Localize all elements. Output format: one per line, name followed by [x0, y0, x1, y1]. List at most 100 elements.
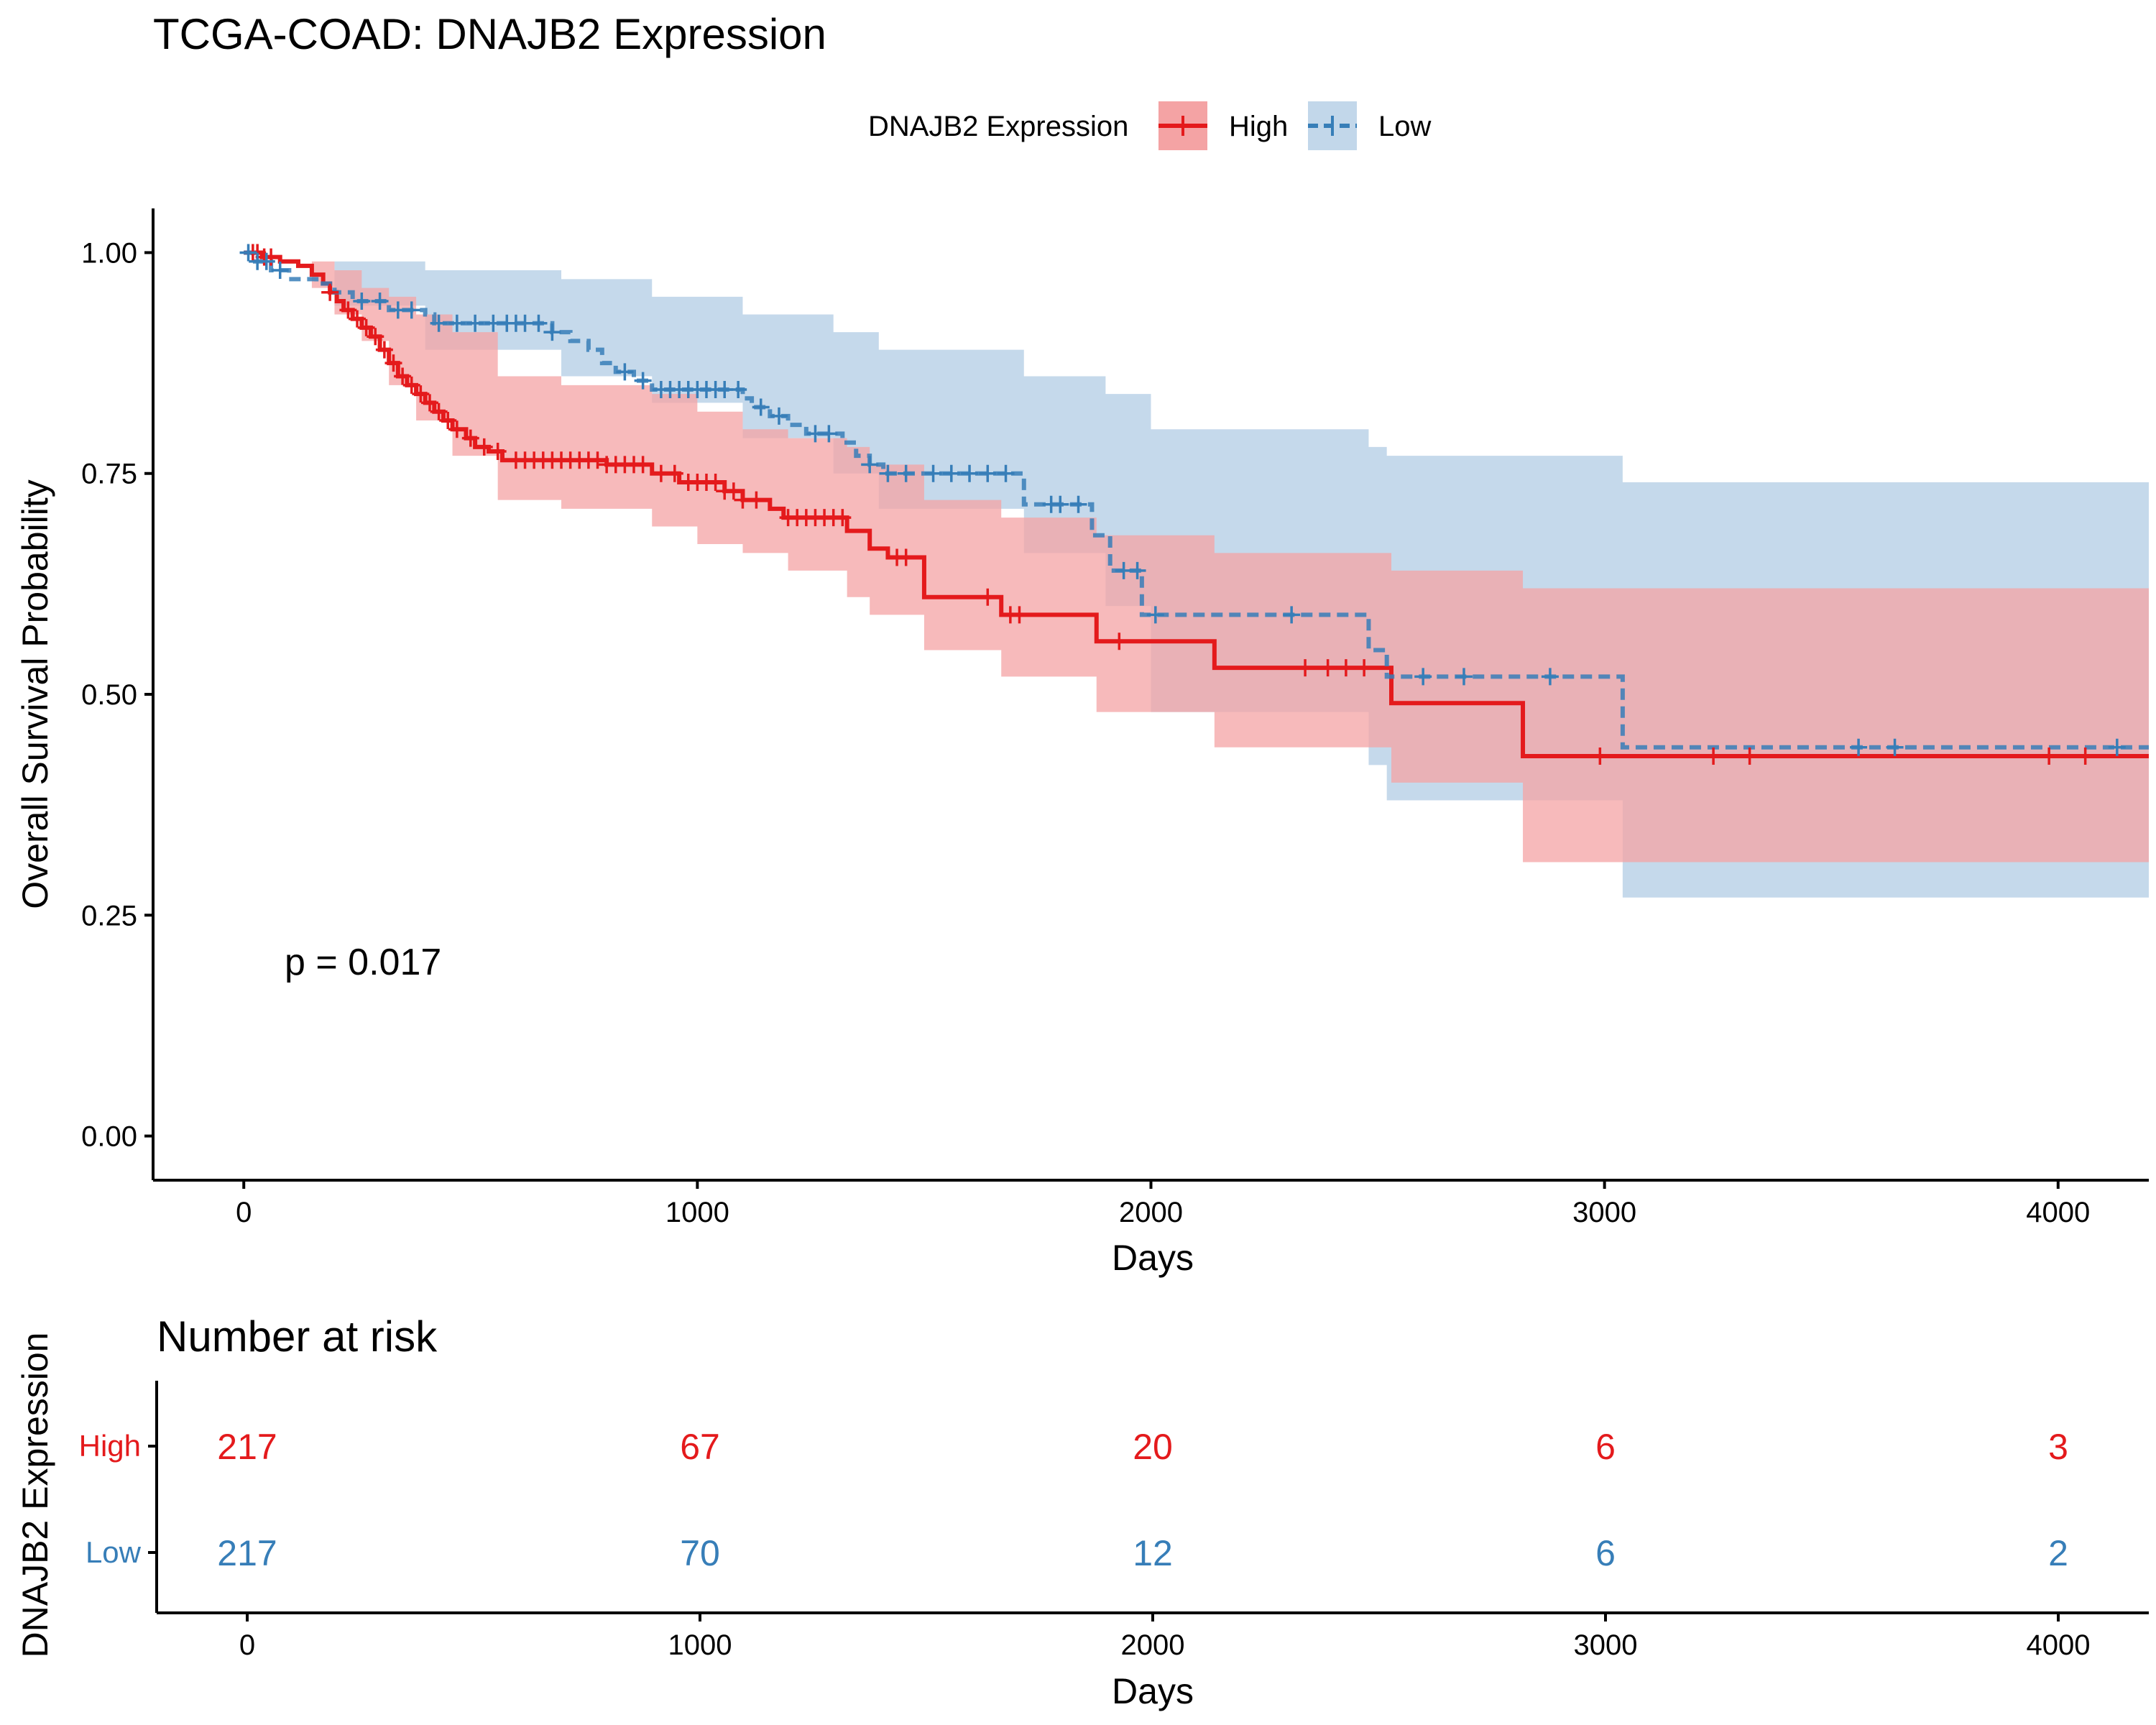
censor-mark-high	[384, 354, 402, 372]
km-plot: 0.00 0.25 0.50 0.75 1.00 0 1000 2000 3000 4000 D…	[15, 208, 2149, 1278]
risk-x-tick-label: 1000	[668, 1629, 732, 1661]
risk-count-low: 2	[2048, 1533, 2068, 1573]
y-tick-label: 0.50	[81, 679, 137, 711]
censor-mark-high	[412, 385, 430, 403]
censor-mark-high	[834, 509, 852, 527]
censor-mark-low	[1283, 606, 1301, 624]
censor-mark-high	[2076, 748, 2094, 765]
censor-mark-high	[439, 411, 457, 429]
censor-mark-low	[1069, 495, 1087, 513]
censor-mark-low	[1146, 606, 1164, 624]
censor-mark-low	[1541, 668, 1559, 686]
censor-mark-low	[634, 372, 652, 390]
censor-mark-low	[1414, 668, 1432, 686]
censor-mark-high	[402, 376, 420, 394]
legend-title: DNAJB2 Expression	[868, 111, 1128, 142]
censor-mark-low	[997, 464, 1015, 482]
x-tick-label: 4000	[2026, 1197, 2090, 1228]
censor-mark-low	[430, 314, 448, 332]
censor-mark-low	[1850, 738, 1868, 756]
censor-mark-low	[924, 464, 942, 482]
censor-mark-high	[724, 482, 742, 500]
censor-mark-high	[367, 328, 384, 346]
censor-mark-high	[1705, 748, 1723, 765]
risk-x-tick-label: 0	[239, 1629, 255, 1661]
censor-mark-high	[2040, 748, 2058, 765]
risk-table-x-axis-label: Days	[1112, 1671, 1194, 1711]
censor-mark-low	[961, 464, 979, 482]
x-axis-label: Days	[1112, 1238, 1194, 1278]
x-tick-label: 1000	[665, 1197, 729, 1228]
y-axis-label: Overall Survival Probability	[15, 479, 55, 908]
chart-title: TCGA-COAD: DNAJB2 Expression	[153, 10, 826, 58]
censor-mark-high	[1337, 659, 1355, 677]
censor-mark-high	[339, 301, 357, 319]
risk-count-low: 70	[680, 1533, 720, 1573]
censor-mark-low	[879, 464, 897, 482]
confidence-band-high	[244, 252, 2149, 862]
risk-table-rows: High 217 67 20 6 3 Low 217 70 12 6 2	[79, 1427, 2068, 1573]
legend-item-high: High	[1158, 101, 1288, 150]
legend-item-low: Low	[1308, 101, 1431, 150]
risk-table-title: Number at risk	[157, 1312, 438, 1361]
censor-mark-high	[375, 341, 393, 359]
legend: DNAJB2 Expression High Low	[868, 101, 1431, 150]
y-tick-label: 0.25	[81, 900, 137, 932]
censor-mark-low	[2108, 738, 2126, 756]
y-tick-label: 0.75	[81, 459, 137, 490]
censor-mark-low	[466, 314, 484, 332]
censor-mark-low	[402, 301, 420, 319]
risk-count-high: 3	[2048, 1427, 2068, 1467]
censor-mark-high	[461, 429, 479, 447]
censor-mark-high	[897, 548, 915, 566]
censor-mark-high	[357, 318, 375, 336]
censor-mark-low	[729, 380, 747, 398]
censor-mark-low	[820, 425, 838, 443]
confidence-bands	[244, 252, 2149, 898]
x-tick-label: 3000	[1572, 1197, 1636, 1228]
risk-count-low: 12	[1133, 1533, 1173, 1573]
y-tick-label: 0.00	[81, 1121, 137, 1153]
censor-mark-high	[349, 310, 367, 328]
censor-mark-low	[1051, 495, 1069, 513]
risk-count-high: 20	[1133, 1427, 1173, 1467]
legend-label-low: Low	[1378, 111, 1431, 142]
censor-mark-low	[1128, 561, 1146, 579]
censor-mark-high	[706, 474, 724, 492]
censor-mark-low	[616, 363, 634, 381]
censor-mark-high	[448, 420, 466, 438]
censor-mark-high	[1319, 659, 1337, 677]
censor-mark-high	[1110, 632, 1128, 650]
risk-count-high: 6	[1595, 1427, 1616, 1467]
censor-mark-high	[489, 443, 507, 460]
censor-mark-high	[589, 451, 607, 469]
censor-mark-high	[1591, 748, 1609, 765]
censor-mark-low	[530, 314, 548, 332]
censor-mark-high	[420, 394, 438, 412]
censor-mark-low	[942, 464, 960, 482]
censor-mark-low	[371, 293, 389, 310]
censor-mark-low	[897, 464, 915, 482]
censor-mark-low	[752, 398, 770, 416]
risk-count-high: 217	[217, 1427, 277, 1467]
censor-mark-low	[1886, 738, 1904, 756]
censor-mark-low	[239, 244, 257, 262]
x-tick-label: 2000	[1119, 1197, 1183, 1228]
censor-mark-high	[634, 456, 652, 474]
risk-count-high: 67	[680, 1427, 720, 1467]
x-tick-label: 0	[236, 1197, 252, 1228]
censor-mark-low	[257, 252, 275, 270]
censor-mark-high	[665, 464, 683, 482]
censor-mark-high	[979, 588, 997, 606]
censor-mark-low	[448, 314, 466, 332]
censor-mark-high	[1010, 606, 1028, 624]
censor-mark-low	[271, 262, 289, 280]
censor-mark-high	[1355, 659, 1373, 677]
censor-mark-low	[770, 407, 788, 425]
risk-row-label-low: Low	[86, 1535, 142, 1569]
p-value-annotation: p = 0.017	[285, 942, 441, 983]
risk-table-y-axis-label: DNAJB2 Expression	[15, 1333, 55, 1658]
censor-mark-high	[1296, 659, 1314, 677]
